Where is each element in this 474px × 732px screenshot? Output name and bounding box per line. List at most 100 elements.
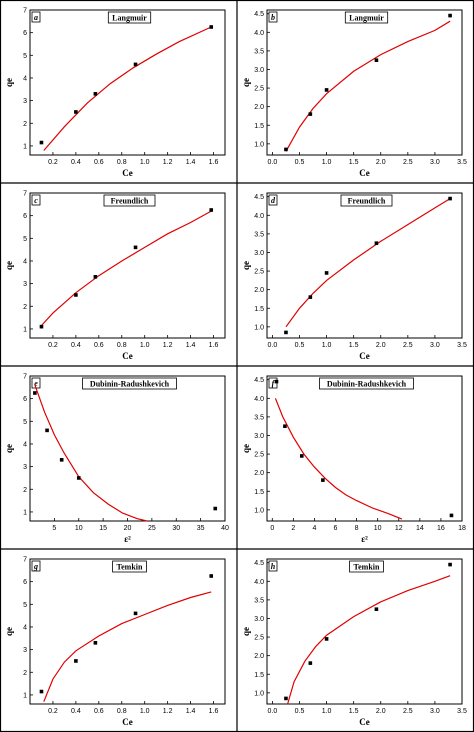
data-point	[283, 424, 287, 428]
chart-title-box	[340, 194, 393, 207]
y-tick-label: 2.5	[254, 452, 264, 459]
y-tick-label: 4	[23, 624, 27, 631]
x-tick-label: 8	[355, 525, 359, 532]
y-tick-label: 4.0	[254, 213, 264, 220]
x-tick-label: 2	[291, 525, 295, 532]
data-point	[39, 689, 44, 694]
y-tick-label: 1.0	[254, 690, 264, 697]
plot-area	[29, 9, 226, 156]
panel-letter: e	[34, 379, 38, 388]
y-axis-label: qe	[4, 627, 14, 636]
plot-area	[29, 558, 226, 705]
panel-letter-box	[31, 194, 41, 206]
data-point	[299, 454, 304, 458]
x-tick-label: 0.0	[268, 708, 278, 715]
panel-b: 0.0 0.5 1.0 1.5 2.0 2.5 3.0 3.5 1.0 1.5 2.0 2.5 3.0 3…	[241, 9, 467, 178]
panel-letter: c	[34, 196, 38, 205]
x-tick-label: 2.0	[376, 342, 386, 349]
data-point	[448, 562, 452, 567]
data-point	[93, 641, 98, 645]
data-point	[448, 13, 452, 18]
y-tick-label: 4.5	[254, 377, 264, 384]
x-tick-label: 1.4	[186, 342, 196, 349]
data-point	[449, 513, 454, 518]
x-tick-label: 20	[124, 525, 132, 532]
x-tick-label: 0.8	[117, 342, 127, 349]
x-axis-label: ε²	[124, 534, 131, 544]
y-tick-label: 4.5	[254, 560, 264, 567]
data-point	[133, 62, 138, 67]
chart-title: Temkin	[117, 563, 143, 572]
x-tick-label: 0.4	[71, 159, 81, 166]
y-tick-label: 6	[23, 579, 27, 586]
fit-curve	[41, 210, 212, 326]
panel-letter: g	[33, 562, 38, 571]
x-tick-label: 10	[374, 525, 382, 532]
y-tick-label: 6	[23, 396, 27, 403]
x-tick-label: 3.5	[457, 159, 467, 166]
x-tick-label: 2.0	[376, 708, 386, 715]
y-axis-label: qe	[241, 627, 251, 636]
data-point	[321, 478, 325, 482]
x-tick-label: 1.6	[209, 708, 219, 715]
x-axis-label: Ce	[122, 351, 133, 361]
x-tick-label: 1.0	[322, 708, 332, 715]
x-tick-label: 0.6	[94, 342, 104, 349]
chart-title: Temkin	[354, 563, 380, 572]
panel-letter-box	[268, 194, 278, 206]
x-tick-label: 1.4	[186, 159, 196, 166]
x-axis-label: Ce	[122, 717, 133, 727]
y-tick-label: 3.5	[254, 48, 264, 55]
chart-title-box	[107, 11, 152, 24]
x-tick-label: 1.0	[322, 342, 332, 349]
data-point	[39, 140, 44, 145]
data-point	[74, 293, 78, 297]
y-axis-label: qe	[4, 78, 14, 87]
x-tick-label: 16	[437, 525, 445, 532]
fit-curve	[274, 398, 403, 520]
y-tick-label: 3.0	[254, 616, 264, 623]
y-tick-label: 5	[23, 419, 27, 426]
x-tick-label: 3.0	[430, 708, 440, 715]
x-tick-label: 0.2	[48, 159, 58, 166]
plot-area	[266, 9, 463, 156]
panel-f: 0 2 4 6 8 10 12 14 16 18 1.0 1.5 2.0 2.5 3.0 3.5 4.0 4.5 ε…	[241, 375, 466, 544]
x-tick-label: 1.0	[140, 159, 150, 166]
x-tick-label: 1.2	[163, 159, 173, 166]
x-tick-label: 0.6	[94, 159, 104, 166]
x-tick-label: 0.0	[268, 159, 278, 166]
y-tick-label: 1.5	[254, 672, 264, 679]
data-point	[324, 637, 329, 641]
data-point	[324, 88, 329, 92]
x-tick-label: 0.5	[295, 159, 305, 166]
fit-curve	[34, 384, 148, 522]
x-tick-label: 3.5	[457, 708, 467, 715]
chart-title-box	[344, 11, 389, 24]
panel-h: 0.0 0.5 1.0 1.5 2.0 2.5 3.0 3.5 1.0 1.5 2.0 2.5 3.0 3…	[241, 558, 467, 727]
x-tick-label: 3.0	[430, 159, 440, 166]
y-tick-label: 4.0	[254, 579, 264, 586]
x-tick-label: 1.5	[349, 159, 359, 166]
data-point	[59, 458, 64, 462]
y-tick-label: 4	[23, 75, 27, 82]
panel-c: 0.2 0.4 0.6 0.8 1.0 1.2 1.4 1.6 1 2 3 4 5 6 7 Ce qe c Freu…	[4, 191, 226, 361]
y-tick-label: 2.5	[254, 269, 264, 276]
panel-letter: d	[271, 196, 276, 205]
x-tick-label: 0.2	[48, 708, 58, 715]
data-point	[133, 611, 138, 616]
x-tick-label: 0.5	[295, 342, 305, 349]
data-point	[45, 428, 49, 433]
plot-area	[266, 558, 463, 705]
y-tick-label: 2.0	[254, 104, 264, 111]
x-axis-label: Ce	[359, 168, 370, 178]
y-tick-label: 3.5	[254, 414, 264, 421]
x-tick-label: 3.5	[457, 342, 467, 349]
data-point	[284, 696, 288, 701]
data-point	[209, 574, 214, 578]
y-tick-label: 3.5	[254, 597, 264, 604]
x-tick-label: 1.2	[163, 342, 173, 349]
y-axis-label: qe	[241, 444, 251, 453]
y-tick-label: 2	[23, 487, 27, 494]
x-tick-label: 25	[148, 525, 156, 532]
